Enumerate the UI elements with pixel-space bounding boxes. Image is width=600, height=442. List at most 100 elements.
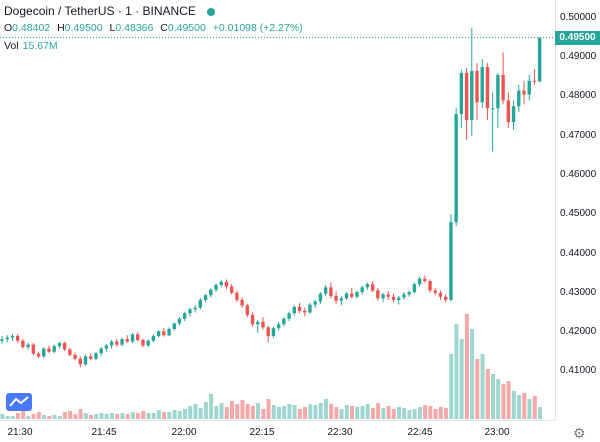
candle <box>318 292 323 304</box>
symbol-title[interactable]: Dogecoin / TetherUS · 1 · BINANCE <box>4 4 196 18</box>
volume-bar <box>224 407 229 419</box>
candle <box>276 321 281 331</box>
volume-bar <box>350 406 355 419</box>
price-tick-label: 0.49000 <box>560 51 597 63</box>
candle-body <box>350 293 354 297</box>
candle <box>167 327 171 337</box>
ohlc-legend: O0.48402 H0.49500 L0.48366 C0.49500 +0.0… <box>4 22 307 34</box>
volume-bar <box>297 409 302 419</box>
candle-body <box>511 106 516 122</box>
candle <box>428 279 432 293</box>
candle <box>350 288 354 299</box>
volume-bar <box>21 411 26 419</box>
candle <box>376 288 380 301</box>
open-value: 0.48402 <box>12 22 51 34</box>
candle <box>203 293 208 303</box>
price-plot-area[interactable] <box>0 0 555 420</box>
candle-body <box>209 289 213 296</box>
candle-body <box>537 37 542 82</box>
volume-bar <box>52 415 57 419</box>
price-tick-label: 0.41000 <box>560 365 597 377</box>
candle-body <box>527 80 531 95</box>
candle-body <box>308 304 312 313</box>
candle <box>271 326 276 338</box>
volume-bar <box>282 406 287 419</box>
candle <box>109 339 114 349</box>
low-label: L <box>109 22 116 34</box>
candle <box>156 330 161 338</box>
volume-bar <box>397 407 402 419</box>
volume-bar <box>183 409 187 419</box>
volume-bar <box>323 399 328 419</box>
close-label: C <box>160 22 168 34</box>
candle-layer <box>0 27 542 368</box>
volume-bar <box>303 407 308 419</box>
volume-legend[interactable]: Vol 15.67M <box>4 40 58 52</box>
candle <box>99 347 103 356</box>
candle-body <box>120 339 124 345</box>
candle-body <box>42 348 46 357</box>
candle-body <box>99 348 103 354</box>
candle-body <box>407 292 411 295</box>
open-label: O <box>4 22 13 34</box>
candle <box>94 351 98 361</box>
volume-bar <box>417 407 422 419</box>
volume-bar <box>229 401 234 419</box>
candle <box>527 74 531 101</box>
candle <box>313 299 317 308</box>
candle <box>454 108 458 227</box>
candle <box>104 343 109 352</box>
price-tick-label: 0.47000 <box>560 129 597 141</box>
candle <box>229 284 234 295</box>
candle <box>444 294 448 303</box>
candle-body <box>433 290 437 293</box>
candle <box>209 288 213 298</box>
candle-body <box>402 294 406 298</box>
candle <box>501 52 505 105</box>
candle <box>31 343 36 356</box>
volume-bar <box>125 414 130 419</box>
candle-body <box>183 313 187 319</box>
candle-body <box>151 336 156 341</box>
price-axis[interactable]: 0.50000 0.49000 0.48000 0.47000 0.46000 0.450… <box>555 0 600 420</box>
volume-bar <box>276 407 281 419</box>
time-tick-label: 22:15 <box>249 427 275 438</box>
candle <box>360 285 364 295</box>
candle-body <box>449 222 453 300</box>
tradingview-logo-icon[interactable] <box>6 393 32 411</box>
candle-body <box>73 354 77 359</box>
candle-body <box>470 70 474 121</box>
candle-body <box>271 328 276 337</box>
symbol-header: Dogecoin / TetherUS · 1 · BINANCE <box>4 4 215 18</box>
volume-bar <box>537 407 542 419</box>
candle <box>151 334 156 343</box>
volume-bar <box>115 414 120 419</box>
time-axis[interactable]: 21:30 21:45 22:00 22:15 22:30 22:45 23:00 <box>0 420 555 442</box>
volume-bar <box>47 416 52 419</box>
price-tick-label: 0.42000 <box>560 326 597 338</box>
volume-bar <box>449 354 454 419</box>
candle-body <box>391 296 396 300</box>
volume-bar <box>99 413 104 419</box>
candle <box>52 344 56 354</box>
candle-body <box>141 339 145 346</box>
candle-body <box>282 318 286 325</box>
candle <box>537 37 542 83</box>
candle-body <box>480 67 484 103</box>
volume-bar <box>151 413 156 419</box>
volume-bar <box>470 329 475 419</box>
candle-body <box>490 108 495 110</box>
time-tick-label: 23:00 <box>484 427 510 438</box>
candle-body <box>386 294 390 297</box>
candle <box>73 352 77 361</box>
candle-body <box>162 331 166 336</box>
candle <box>245 303 250 318</box>
candle-body <box>329 287 333 296</box>
candle-body <box>104 345 109 349</box>
gear-icon[interactable]: ⚙ <box>573 425 586 441</box>
candle <box>480 59 484 109</box>
candle-body <box>109 341 114 346</box>
candle-body <box>240 299 244 306</box>
volume-bar <box>459 339 464 419</box>
candle-body <box>224 281 229 287</box>
